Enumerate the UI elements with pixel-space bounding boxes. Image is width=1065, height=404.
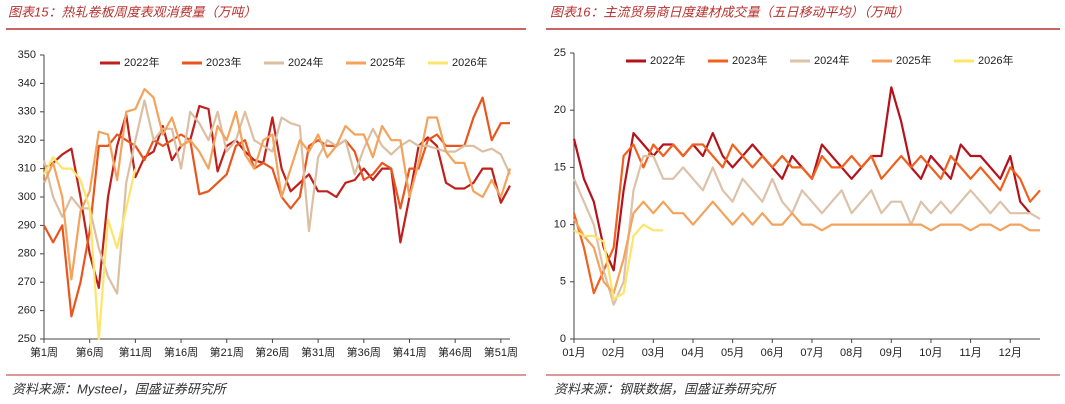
x-tick-label: 02月	[602, 347, 625, 359]
x-tick-label: 第11周	[119, 345, 152, 359]
x-tick-label: 第26周	[255, 345, 289, 359]
x-tick-label: 05月	[721, 347, 744, 359]
series-line	[573, 223, 664, 301]
x-tick-label: 08月	[840, 347, 863, 359]
legend-label: 2022年	[124, 55, 159, 69]
chart-title: 图表16：主流贸易商日度建材成交量（五日移动平均）（万吨）	[550, 4, 909, 19]
x-tick-label: 04月	[681, 347, 704, 359]
series-line	[43, 105, 511, 289]
series-line	[572, 154, 1041, 306]
x-tick-label: 第41周	[392, 345, 426, 359]
y-tick-label: 340	[18, 77, 36, 89]
x-tick-label: 第6周	[76, 345, 104, 359]
x-tick-label: 第36周	[347, 345, 381, 359]
y-tick-label: 290	[18, 219, 36, 231]
x-tick-label: 第31周	[301, 345, 335, 359]
y-tick-label: 330	[18, 106, 36, 118]
series-line	[42, 88, 512, 281]
y-tick-label: 15	[554, 161, 566, 173]
legend-label: 2026年	[978, 53, 1013, 67]
x-tick-label: 11月	[959, 347, 981, 359]
y-tick-label: 350	[18, 49, 36, 61]
y-tick-label: 250	[18, 333, 36, 345]
legend-label: 2023年	[732, 53, 767, 67]
y-tick-label: 20	[554, 104, 566, 116]
legend-label: 2025年	[370, 55, 405, 69]
y-tick-label: 25	[554, 47, 566, 59]
legend-label: 2024年	[814, 53, 849, 67]
y-tick-label: 300	[18, 191, 36, 203]
source: 资料来源：钢联数据，国盛证券研究所	[554, 381, 777, 396]
x-tick-label: 第1周	[30, 345, 58, 359]
series-line	[572, 86, 1031, 272]
legend-label: 2026年	[452, 55, 487, 69]
x-tick-label: 09月	[880, 347, 903, 359]
x-tick-label: 10月	[919, 347, 942, 359]
chart-title: 图表15：热轧卷板周度表观消费量（万吨）	[8, 4, 256, 19]
x-tick-label: 01月	[562, 347, 585, 359]
y-tick-label: 260	[18, 305, 36, 317]
x-tick-label: 06月	[761, 347, 784, 359]
legend-label: 2023年	[206, 55, 241, 69]
x-tick-label: 12月	[999, 347, 1022, 359]
y-tick-label: 5	[560, 276, 566, 288]
legend-label: 2022年	[650, 53, 685, 67]
legend-label: 2024年	[288, 55, 323, 69]
y-tick-label: 280	[18, 248, 36, 260]
x-tick-label: 第21周	[210, 345, 244, 359]
x-tick-label: 第46周	[438, 345, 472, 359]
series-line	[43, 156, 137, 341]
x-tick-label: 03月	[642, 347, 665, 359]
y-tick-label: 0	[560, 333, 566, 345]
x-tick-label: 第16周	[164, 345, 198, 359]
series-line	[42, 99, 512, 295]
y-tick-label: 270	[18, 276, 36, 288]
y-tick-label: 10	[554, 219, 566, 231]
x-tick-label: 第51周	[484, 345, 518, 359]
y-tick-label: 310	[18, 163, 36, 175]
x-tick-label: 07月	[800, 347, 823, 359]
series-line	[43, 96, 510, 318]
series-line	[572, 143, 1041, 295]
y-tick-label: 320	[18, 134, 36, 146]
legend-label: 2025年	[896, 53, 931, 67]
source: 资料来源：Mysteel，国盛证券研究所	[12, 381, 228, 396]
series-line	[573, 200, 1040, 295]
